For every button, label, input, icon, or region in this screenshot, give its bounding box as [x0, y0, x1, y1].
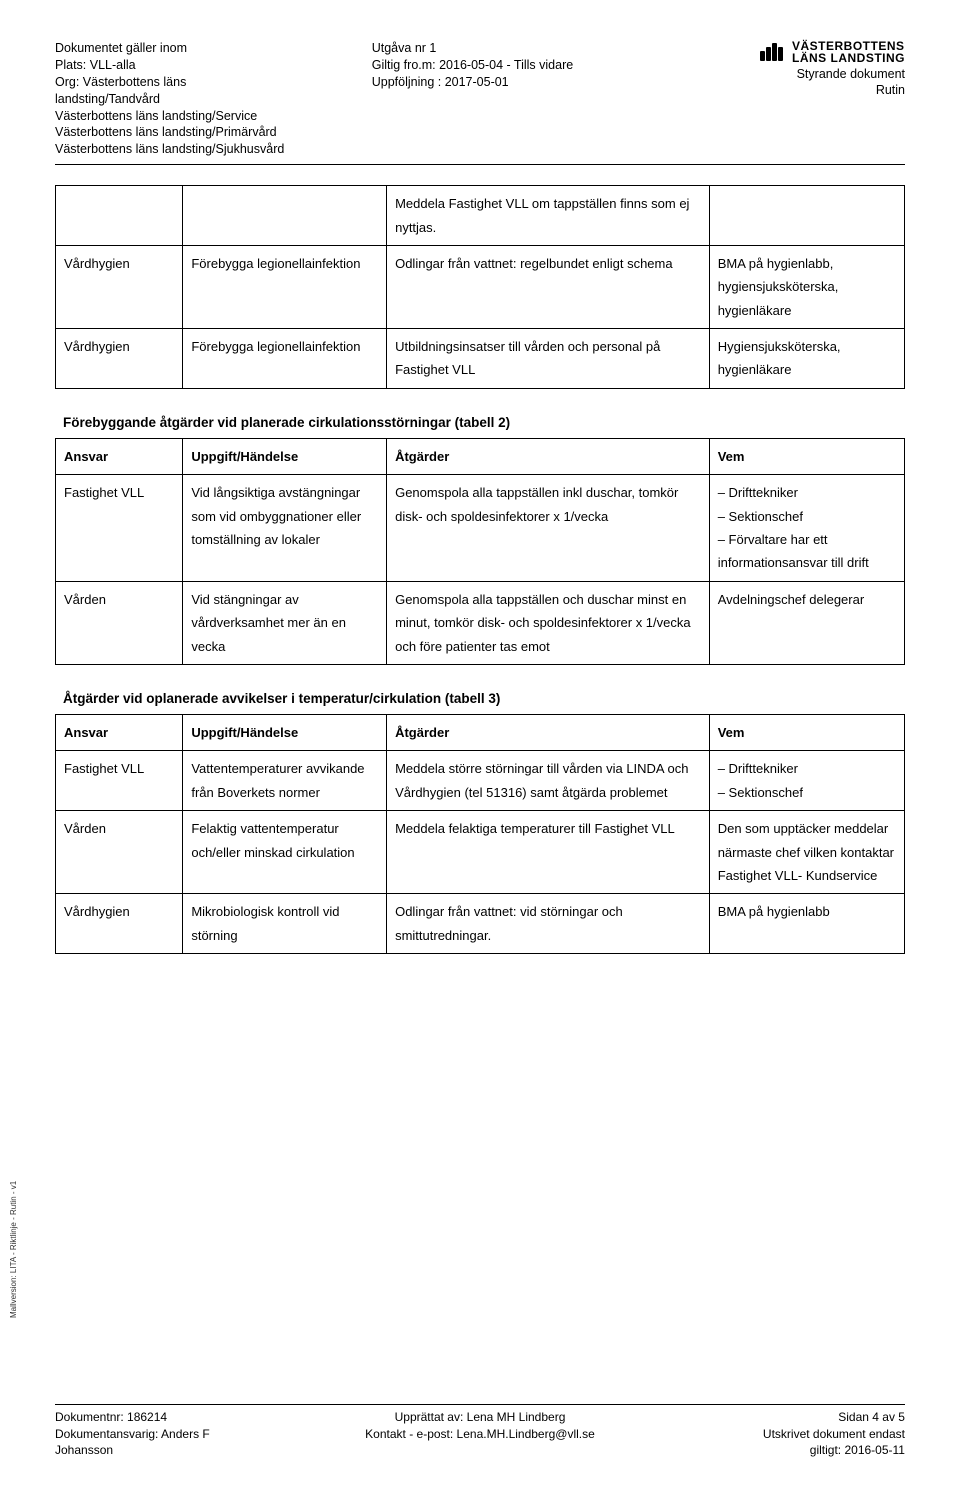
table2-title: Förebyggande åtgärder vid planerade cirk… [63, 415, 905, 430]
header-vem: Vem [709, 714, 904, 750]
header-org-line2: landsting/Tandvård [55, 91, 364, 108]
header-atgarder: Åtgärder [387, 714, 710, 750]
header-left-column: Dokumentet gäller inom Plats: VLL-alla O… [55, 40, 364, 158]
table-header-row: Ansvar Uppgift/Händelse Åtgärder Vem [56, 438, 905, 474]
footer-middle: Upprättat av: Lena MH Lindberg Kontakt -… [338, 1409, 621, 1458]
header-org-line1: Org: Västerbottens läns [55, 74, 364, 91]
header-location: Plats: VLL-alla [55, 57, 364, 74]
header-uppgift: Uppgift/Händelse [183, 714, 387, 750]
cell-uppgift: Vattentemperaturer avvikande från Boverk… [183, 751, 387, 811]
cell-uppgift: Felaktig vattentemperatur och/eller mins… [183, 811, 387, 894]
brand-logo: VÄSTERBOTTENS LÄNS LANDSTING [652, 40, 905, 64]
brand-line2: LÄNS LANDSTING [792, 51, 905, 65]
header-edition: Utgåva nr 1 [372, 40, 653, 57]
footer-responsible-line1: Dokumentansvarig: Anders F [55, 1426, 338, 1442]
header-followup: Uppföljning : 2017-05-01 [372, 74, 653, 91]
header-vem: Vem [709, 438, 904, 474]
header-right-column: VÄSTERBOTTENS LÄNS LANDSTING Styrande do… [652, 40, 905, 158]
cell-uppgift: Vid stängningar av vårdverksamhet mer än… [183, 581, 387, 664]
cell-uppgift: Mikrobiologisk kontroll vid störning [183, 894, 387, 954]
table1-continuation: Meddela Fastighet VLL om tappställen fin… [55, 185, 905, 389]
cell-vem: Den som upptäcker meddelar närmaste chef… [709, 811, 904, 894]
cell-atgarder: Meddela felaktiga temperaturer till Fast… [387, 811, 710, 894]
header-middle-column: Utgåva nr 1 Giltig fro.m: 2016-05-04 - T… [364, 40, 653, 158]
cell-atgarder: Utbildningsinsatser till vården och pers… [387, 329, 710, 389]
cell-uppgift: Förebygga legionellainfektion [183, 245, 387, 328]
cell-uppgift: Förebygga legionellainfektion [183, 329, 387, 389]
header-doc-type2: Rutin [652, 82, 905, 98]
document-page: Dokumentet gäller inom Plats: VLL-alla O… [0, 0, 960, 1488]
cell-atgarder: Meddela Fastighet VLL om tappställen fin… [387, 186, 710, 246]
cell-vem [709, 186, 904, 246]
brand-text: VÄSTERBOTTENS LÄNS LANDSTING [792, 40, 905, 64]
footer-contact-email: Kontakt - e-post: Lena.MH.Lindberg@vll.s… [338, 1426, 621, 1442]
document-footer: Dokumentnr: 186214 Dokumentansvarig: And… [55, 1404, 905, 1458]
header-doc-type1: Styrande dokument [652, 66, 905, 82]
cell-atgarder: Odlingar från vattnet: regelbundet enlig… [387, 245, 710, 328]
table-row: Meddela Fastighet VLL om tappställen fin… [56, 186, 905, 246]
table-row: Vårdhygien Förebygga legionellainfektion… [56, 245, 905, 328]
cell-atgarder: Genomspola alla tappställen och duschar … [387, 581, 710, 664]
header-org-line5: Västerbottens läns landsting/Sjukhusvård [55, 141, 364, 158]
logo-mark-icon [760, 43, 786, 61]
cell-vem: BMA på hygienlabb [709, 894, 904, 954]
footer-validity-line2: giltigt: 2016-05-11 [622, 1442, 905, 1458]
document-header: Dokumentet gäller inom Plats: VLL-alla O… [55, 40, 905, 165]
header-org-line3: Västerbottens läns landsting/Service [55, 108, 364, 125]
cell-ansvar: Vårdhygien [56, 329, 183, 389]
footer-validity-line1: Utskrivet dokument endast [622, 1426, 905, 1442]
cell-ansvar: Vårdhygien [56, 894, 183, 954]
header-org-line4: Västerbottens läns landsting/Primärvård [55, 124, 364, 141]
cell-ansvar: Fastighet VLL [56, 475, 183, 582]
table-row: Fastighet VLL Vattentemperaturer avvikan… [56, 751, 905, 811]
cell-ansvar: Fastighet VLL [56, 751, 183, 811]
footer-created-by: Upprättat av: Lena MH Lindberg [338, 1409, 621, 1425]
header-atgarder: Åtgärder [387, 438, 710, 474]
table3-title: Åtgärder vid oplanerade avvikelser i tem… [63, 691, 905, 706]
table-header-row: Ansvar Uppgift/Händelse Åtgärder Vem [56, 714, 905, 750]
header-ansvar: Ansvar [56, 714, 183, 750]
header-scope-label: Dokumentet gäller inom [55, 40, 364, 57]
header-valid-from: Giltig fro.m: 2016-05-04 - Tills vidare [372, 57, 653, 74]
footer-document-number: Dokumentnr: 186214 [55, 1409, 338, 1425]
table-row: Vården Vid stängningar av vårdverksamhet… [56, 581, 905, 664]
cell-atgarder: Meddela större störningar till vården vi… [387, 751, 710, 811]
table-row: Vården Felaktig vattentemperatur och/ell… [56, 811, 905, 894]
table-row: Fastighet VLL Vid långsiktiga avstängnin… [56, 475, 905, 582]
table-row: Vårdhygien Mikrobiologisk kontroll vid s… [56, 894, 905, 954]
cell-vem: – Drifttekniker – Sektionschef – Förvalt… [709, 475, 904, 582]
cell-ansvar [56, 186, 183, 246]
cell-ansvar: Vårdhygien [56, 245, 183, 328]
cell-atgarder: Genomspola alla tappställen inkl duschar… [387, 475, 710, 582]
footer-right: Sidan 4 av 5 Utskrivet dokument endast g… [622, 1409, 905, 1458]
table-row: Vårdhygien Förebygga legionellainfektion… [56, 329, 905, 389]
header-uppgift: Uppgift/Händelse [183, 438, 387, 474]
cell-atgarder: Odlingar från vattnet: vid störningar oc… [387, 894, 710, 954]
cell-ansvar: Vården [56, 811, 183, 894]
cell-ansvar: Vården [56, 581, 183, 664]
footer-left: Dokumentnr: 186214 Dokumentansvarig: And… [55, 1409, 338, 1458]
cell-vem: Hygiensjuksköterska, hygienläkare [709, 329, 904, 389]
cell-vem: Avdelningschef delegerar [709, 581, 904, 664]
header-ansvar: Ansvar [56, 438, 183, 474]
footer-page-number: Sidan 4 av 5 [622, 1409, 905, 1425]
footer-responsible-line2: Johansson [55, 1442, 338, 1458]
table2: Ansvar Uppgift/Händelse Åtgärder Vem Fas… [55, 438, 905, 665]
cell-uppgift: Vid långsiktiga avstängningar som vid om… [183, 475, 387, 582]
table3: Ansvar Uppgift/Händelse Åtgärder Vem Fas… [55, 714, 905, 954]
cell-uppgift [183, 186, 387, 246]
cell-vem: – Drifttekniker – Sektionschef [709, 751, 904, 811]
template-version-label: Mallversion: LITA - Riktlinje - Rutin - … [9, 1181, 18, 1318]
cell-vem: BMA på hygienlabb, hygiensjuksköterska, … [709, 245, 904, 328]
